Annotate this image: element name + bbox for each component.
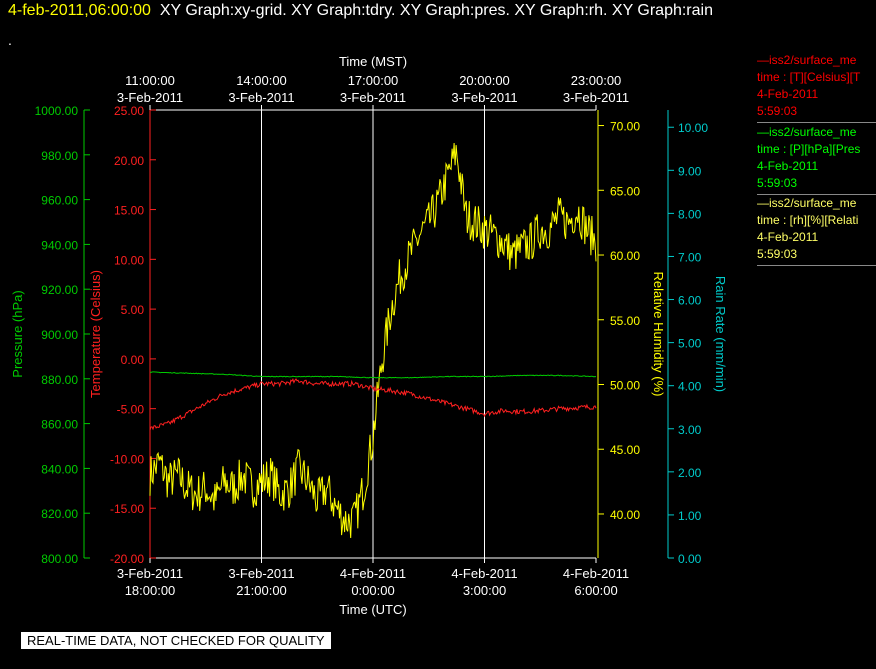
pressure-tick-label: 940.00 — [41, 238, 78, 252]
humidity-tick-label: 60.00 — [610, 249, 640, 263]
bottom-tick-time: 0:00:00 — [351, 583, 394, 598]
top-tick-date: 3-Feb-2011 — [228, 90, 294, 105]
quality-warning: REAL-TIME DATA, NOT CHECKED FOR QUALITY — [21, 632, 331, 649]
legend-humidity: —iss2/surface_me time : [rh][%][Relati 4… — [757, 195, 876, 266]
pressure-tick-label: 1000.00 — [35, 104, 79, 118]
top-tick-date: 3-Feb-2011 — [340, 90, 406, 105]
bottom-tick-time: 6:00:00 — [574, 583, 617, 598]
pressure-tick-label: 840.00 — [41, 462, 78, 476]
temperature-tick-label: 15.00 — [114, 204, 144, 218]
legend-temperature-line2: time : [T][Celsius][T — [757, 70, 861, 84]
temperature-tick-label: 5.00 — [121, 303, 145, 317]
rain-tick-label: 10.00 — [678, 121, 708, 135]
bottom-axis-title: Time (UTC) — [339, 602, 406, 617]
bottom-tick-date: 4-Feb-2011 — [340, 566, 406, 581]
top-tick-time: 17:00:00 — [348, 73, 399, 88]
temperature-tick-label: -10.00 — [110, 452, 144, 466]
legend-pressure-line1: —iss2/surface_me — [757, 125, 857, 139]
humidity-axis-label: Relative Humidity (%) — [651, 272, 666, 397]
temperature-tick-label: 25.00 — [114, 104, 144, 118]
pressure-tick-label: 800.00 — [41, 552, 78, 566]
legend-humidity-line1: —iss2/surface_me — [757, 196, 857, 210]
legend-humidity-date: 4-Feb-2011 — [757, 230, 819, 244]
header-dot: . — [8, 32, 12, 48]
temperature-tick-label: 10.00 — [114, 253, 144, 267]
legend-temperature-date: 4-Feb-2011 — [757, 87, 819, 101]
pressure-axis-label: Pressure (hPa) — [10, 290, 25, 377]
rain-tick-label: 7.00 — [678, 250, 702, 264]
temperature-tick-label: 0.00 — [121, 353, 145, 367]
humidity-tick-label: 50.00 — [610, 378, 640, 392]
pressure-series-line — [150, 371, 597, 379]
top-tick-time: 23:00:00 — [571, 73, 622, 88]
bottom-tick-date: 4-Feb-2011 — [563, 566, 629, 581]
temperature-tick-label: -5.00 — [117, 403, 145, 417]
header-timestamp: 4-feb-2011,06:00:00 — [8, 2, 151, 19]
rain-tick-label: 9.00 — [678, 164, 702, 178]
top-tick-date: 3-Feb-2011 — [117, 90, 183, 105]
rain-tick-label: 4.00 — [678, 380, 702, 394]
humidity-tick-label: 70.00 — [610, 120, 640, 134]
rain-tick-label: 3.00 — [678, 423, 702, 437]
top-tick-time: 11:00:00 — [125, 73, 175, 88]
legend-pressure: —iss2/surface_me time : [P][hPa][Pres 4-… — [757, 124, 876, 195]
legend-pressure-line2: time : [P][hPa][Pres — [757, 142, 861, 156]
humidity-tick-label: 45.00 — [610, 443, 640, 457]
temperature-tick-label: -15.00 — [110, 502, 144, 516]
rain-tick-label: 2.00 — [678, 466, 702, 480]
legend-pressure-date: 4-Feb-2011 — [757, 159, 819, 173]
pressure-tick-label: 980.00 — [41, 149, 78, 163]
rain-tick-label: 6.00 — [678, 294, 702, 308]
legend-divider — [757, 122, 876, 123]
rain-tick-label: 5.00 — [678, 337, 702, 351]
header-graph-list: XY Graph:xy-grid. XY Graph:tdry. XY Grap… — [159, 2, 713, 19]
top-tick-time: 14:00:00 — [236, 73, 287, 88]
pressure-tick-label: 960.00 — [41, 194, 78, 208]
legend-humidity-line2: time : [rh][%][Relati — [757, 213, 859, 227]
temperature-tick-label: -20.00 — [110, 552, 144, 566]
temperature-tick-label: 20.00 — [114, 154, 144, 168]
pressure-tick-label: 920.00 — [41, 283, 78, 297]
pressure-tick-label: 820.00 — [41, 507, 78, 521]
top-tick-time: 20:00:00 — [459, 73, 510, 88]
bottom-tick-time: 3:00:00 — [463, 583, 506, 598]
bottom-tick-time: 21:00:00 — [236, 583, 287, 598]
legend-humidity-time: 5:59:03 — [757, 247, 798, 261]
bottom-tick-time: 18:00:00 — [125, 583, 176, 598]
rain-tick-label: 1.00 — [678, 509, 702, 523]
legend-divider — [757, 194, 876, 195]
humidity-tick-label: 40.00 — [610, 508, 640, 522]
temperature-series-line — [149, 378, 597, 431]
header-title: 4-feb-2011,06:00:00 XY Graph:xy-grid. XY… — [8, 2, 713, 20]
bottom-tick-date: 3-Feb-2011 — [117, 566, 183, 581]
temperature-axis-label: Temperature (Celsius) — [88, 270, 103, 398]
bottom-tick-date: 4-Feb-2011 — [451, 566, 517, 581]
legend-temperature-line1: —iss2/surface_me — [757, 53, 857, 67]
humidity-tick-label: 65.00 — [610, 184, 640, 198]
pressure-tick-label: 880.00 — [41, 373, 78, 387]
rain-tick-label: 8.00 — [678, 207, 702, 221]
humidity-tick-label: 55.00 — [610, 314, 640, 328]
top-axis-title: Time (MST) — [339, 54, 407, 69]
legend-pressure-time: 5:59:03 — [757, 176, 798, 190]
rain-tick-label: 0.00 — [678, 552, 702, 566]
pressure-tick-label: 860.00 — [41, 418, 78, 432]
pressure-tick-label: 900.00 — [41, 328, 78, 342]
rain-axis-label: Rain Rate (mm/min) — [713, 276, 728, 392]
legend-divider — [757, 265, 876, 266]
legend-temperature: —iss2/surface_me time : [T][Celsius][T 4… — [757, 52, 876, 123]
top-tick-date: 3-Feb-2011 — [563, 90, 629, 105]
top-tick-date: 3-Feb-2011 — [451, 90, 517, 105]
bottom-tick-date: 3-Feb-2011 — [228, 566, 294, 581]
humidity-series-line — [149, 142, 597, 539]
legend-temperature-time: 5:59:03 — [757, 104, 798, 118]
